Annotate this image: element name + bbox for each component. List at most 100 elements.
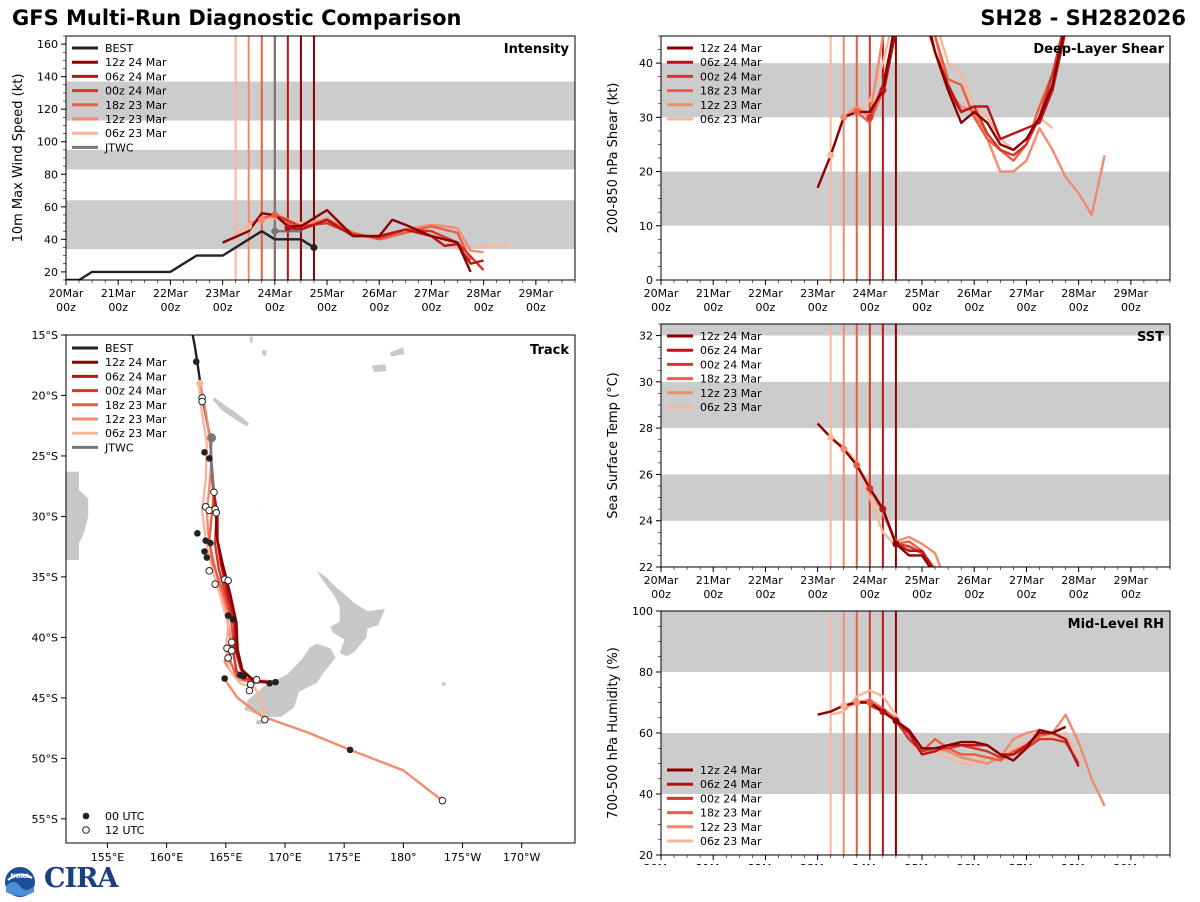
track-point-12utc (224, 576, 232, 585)
track-legend-12utc-marker (82, 826, 90, 834)
rh-xtick-date: 21Mar (696, 862, 731, 865)
track-point-00utc (240, 672, 247, 680)
intensity-xtick-hour: 00z (369, 301, 389, 314)
storm-id-title: SH28 - SH282026 (980, 6, 1186, 30)
rh-shade-band (661, 611, 1170, 672)
intensity-xtick-hour: 00z (108, 301, 128, 314)
sst-xtick-hour: 00z (860, 588, 880, 601)
intensity-plot-area (66, 36, 575, 280)
sst-xtick-hour: 00z (651, 588, 671, 601)
sst-xtick-date: 21Mar (696, 574, 731, 587)
sst-xtick-hour: 00z (808, 588, 828, 601)
rh-ytick-label: 60 (639, 727, 653, 740)
track-legend-label: BEST (105, 342, 133, 355)
sst-series-line (816, 422, 931, 567)
track-point-00utc (205, 455, 213, 462)
intensity-ytick-label: 20 (44, 266, 58, 279)
sst-legend-label: 12z 23 Mar (700, 387, 762, 400)
intensity-xtick-hour: 00z (213, 301, 233, 314)
shear-xtick-hour: 00z (808, 301, 828, 314)
track-point-12utc (261, 715, 269, 724)
track-line (224, 680, 444, 802)
sst-xtick-date: 20Mar (644, 574, 679, 587)
land-vanuatu-1 (249, 335, 254, 344)
intensity-shade-band (66, 81, 575, 121)
shear-series-marker (827, 151, 835, 159)
shear-legend-label: 06z 24 Mar (700, 56, 762, 69)
land-vanuatu-2 (260, 349, 268, 358)
shear-series-marker (866, 113, 874, 121)
track-point-00utc (224, 612, 232, 619)
shear-xtick-hour: 00z (912, 301, 932, 314)
sst-ytick-label: 26 (639, 468, 653, 481)
track-point-00utc (221, 675, 228, 682)
sst-xtick-date: 28Mar (1061, 574, 1096, 587)
track-start-marker (196, 379, 204, 387)
intensity-ytick-label: 160 (37, 38, 58, 51)
track-ytick-label: 50°S (32, 752, 58, 765)
land-chatham (440, 681, 447, 687)
track-point-00utc (346, 746, 354, 754)
shear-xtick-date: 22Mar (748, 287, 783, 300)
rh-series-marker (853, 699, 861, 706)
track-line (210, 473, 268, 683)
intensity-xtick-hour: 00z (56, 301, 76, 314)
sst-panel: 22242628303220Mar00z21Mar00z22Mar00z23Ma… (606, 323, 1171, 601)
sst-plot-area (661, 324, 1170, 567)
track-panel: 15°S 20°S 25°S 30°S 35°S 40°S 45°S 50°S 55°S 155°… (32, 329, 576, 864)
land-norfolk (259, 503, 262, 506)
sst-xtick-hour: 00z (912, 588, 932, 601)
intensity-legend-label: 18z 23 Mar (105, 99, 167, 112)
sst-legend-label: 18z 23 Mar (700, 373, 762, 386)
intensity-legend-label: JTWC (104, 141, 134, 154)
track-point-12utc (252, 675, 261, 684)
sst-series-marker (879, 505, 887, 513)
sst-xtick-date: 23Mar (800, 574, 835, 587)
rh-panel: 2040608010020Mar00z21Mar00z22Mar00z23Mar… (606, 605, 1171, 865)
intensity-ytick-label: 140 (37, 71, 58, 84)
track-xtick-label: 165°E (209, 851, 242, 864)
track-jtwc-point (207, 433, 217, 443)
track-point-12utc (227, 646, 236, 655)
track-ytick-label: 55°S (32, 813, 58, 826)
intensity-xtick-hour: 00z (422, 301, 442, 314)
rh-series-marker (840, 702, 848, 710)
track-xtick-label: 170°E (268, 851, 301, 864)
track-point-12utc (227, 638, 236, 647)
track-line (209, 437, 216, 493)
shear-legend-label: 12z 23 Mar (700, 99, 762, 112)
noaa-logo-icon: NOAA (5, 867, 35, 897)
rh-plot-area (661, 611, 1170, 855)
rh-panel-label: Mid-Level RH (1068, 617, 1164, 632)
figure-canvas: 2040608010012014016020Mar00z21Mar00z22Ma… (11, 35, 1171, 865)
intensity-xtick-date: 21Mar (101, 287, 136, 300)
land-nz-south (243, 643, 337, 718)
track-xtick-label: 170°W (503, 851, 540, 864)
track-legend-label: 06z 24 Mar (105, 370, 167, 383)
track-point-12utc (438, 796, 447, 805)
shear-xtick-date: 20Mar (644, 287, 679, 300)
sst-series-marker (840, 445, 848, 453)
track-ytick-label: 15°S (32, 329, 58, 342)
shear-ytick-label: 10 (639, 220, 653, 233)
shear-ytick-label: 30 (639, 111, 653, 124)
sst-xtick-date: 25Mar (905, 574, 940, 587)
track-point-12utc (212, 509, 221, 517)
shear-xtick-hour: 00z (1017, 301, 1037, 314)
sst-xtick-hour: 00z (1121, 588, 1141, 601)
sst-legend-label: 06z 23 Mar (700, 401, 762, 414)
cira-logo: NOAA CIRA (4, 863, 119, 898)
intensity-ytick-label: 60 (44, 201, 58, 214)
rh-xtick-date: 23Mar (800, 862, 835, 865)
sst-ytick-label: 30 (639, 376, 653, 389)
intensity-legend-label: 00z 24 Mar (105, 85, 167, 98)
track-legend-label: 12z 24 Mar (105, 356, 167, 369)
rh-ytick-label: 40 (639, 788, 653, 801)
sst-series-marker (853, 461, 861, 469)
track-xtick-label: 175°W (444, 851, 481, 864)
track-legend-label: 00z 24 Mar (105, 385, 167, 398)
track-xtick-label: 155°E (91, 851, 124, 864)
track-xtick-label: 160°E (150, 851, 183, 864)
rh-legend-label: 12z 24 Mar (700, 764, 762, 777)
chart-title: GFS Multi-Run Diagnostic Comparison (12, 6, 462, 30)
